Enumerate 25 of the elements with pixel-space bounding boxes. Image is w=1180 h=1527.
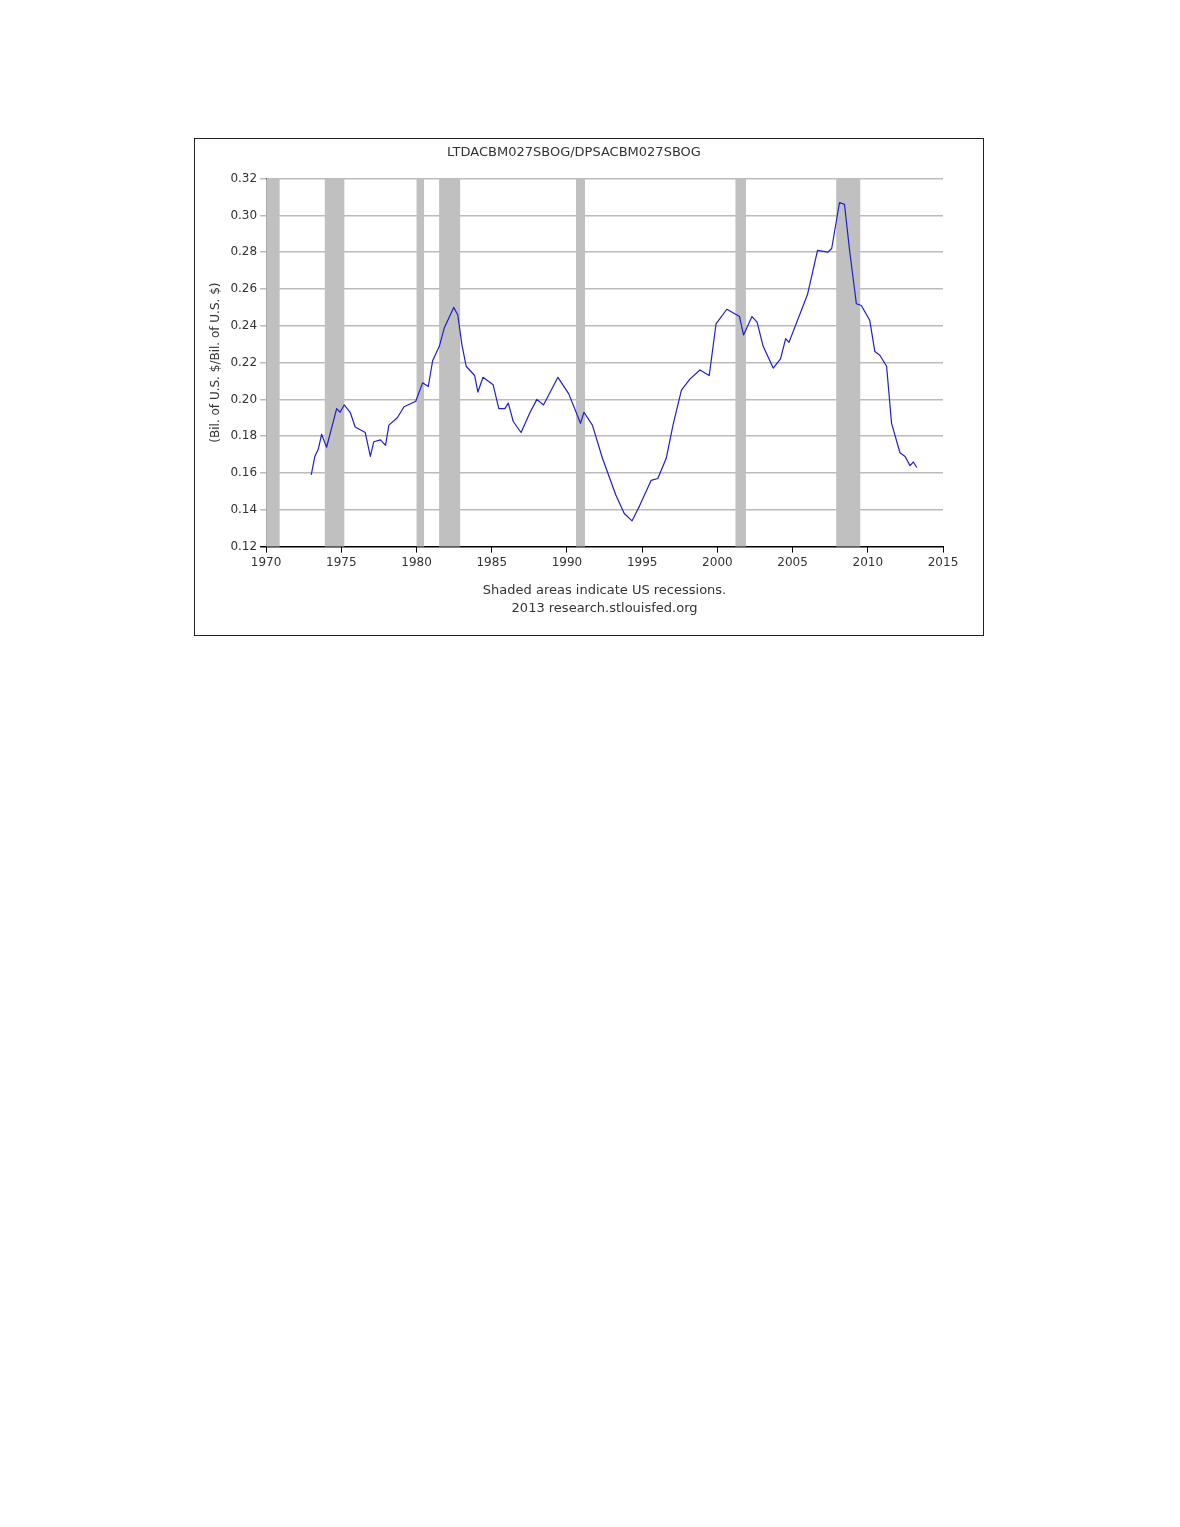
x-tick-label: 1995: [626, 554, 658, 569]
y-axis-title: (Bil. of U.S. $/Bil. of U.S. $): [208, 282, 223, 443]
text: Shaded areas indicate US recessions.: [482, 582, 727, 598]
y-tick-label: 0.28: [230, 244, 258, 259]
y-tick-label: 0.30: [230, 207, 258, 222]
x-tick-label: 1975: [326, 554, 357, 569]
y-tick-label: 0.24: [230, 317, 258, 332]
y-tick-label: 0.22: [230, 354, 258, 369]
y-tick-label: 0.32: [230, 170, 258, 185]
y-tick-label: 0.26: [230, 281, 258, 296]
chart-title: LTDACBM027SBOG/DPSACBM027SBOG: [447, 144, 701, 160]
x-tick-label: 1980: [401, 554, 432, 569]
y-tick-label: 0.14: [230, 501, 258, 516]
x-tick-label: 2005: [777, 554, 808, 569]
text: 2013 research.stlouisfed.org: [511, 600, 698, 616]
y-tick-label: 0.18: [230, 428, 258, 443]
x-tick-label: 1985: [476, 554, 508, 569]
x-tick-label: 2015: [927, 554, 959, 569]
y-tick-label: 0.12: [230, 538, 258, 553]
x-tick-label: 1990: [551, 554, 583, 569]
x-tick-label: 2010: [852, 554, 884, 569]
x-tick-label: 2000: [702, 554, 733, 569]
x-tick-label: 1970: [250, 554, 282, 569]
y-tick-label: 0.20: [230, 391, 258, 406]
y-tick-label: 0.16: [230, 465, 258, 480]
